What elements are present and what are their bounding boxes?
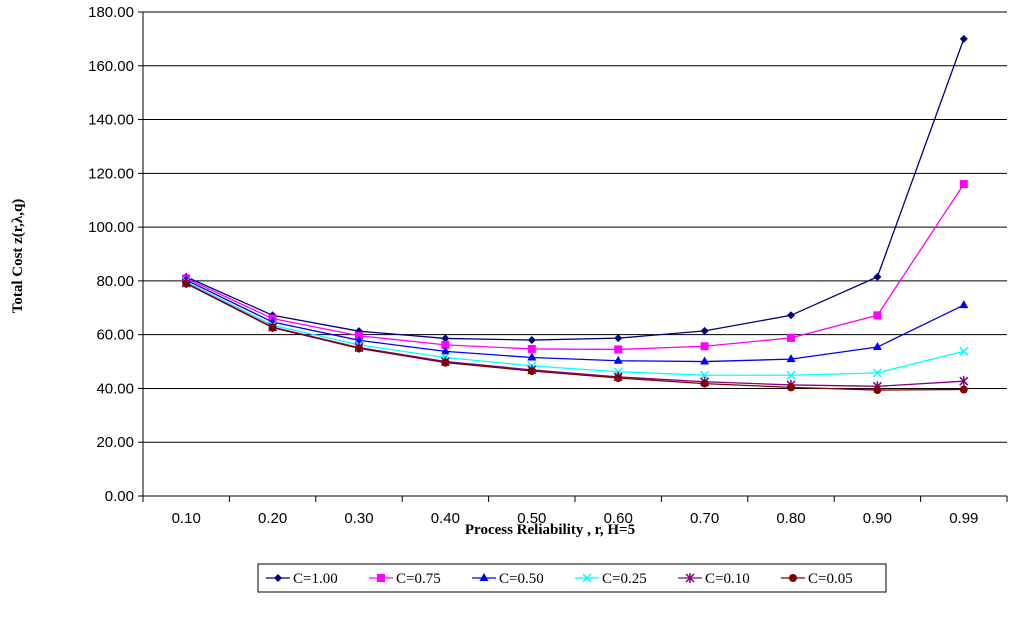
legend-item: C=0.50 (472, 571, 544, 587)
data-point (787, 383, 795, 392)
data-point (700, 370, 710, 380)
data-point (959, 34, 968, 43)
y-axis-title: Total Cost z(r,λ,q) (10, 199, 26, 314)
data-point (613, 355, 623, 364)
series-C=0.25 (181, 277, 969, 380)
series-line (185, 281, 964, 376)
data-point (527, 352, 537, 361)
y-tick-label: 40.00 (96, 380, 134, 397)
legend-marker (377, 574, 385, 582)
data-point (872, 368, 882, 378)
legend-item: C=0.10 (678, 571, 750, 587)
series-line (185, 38, 965, 341)
x-tick-label: 0.30 (344, 510, 373, 527)
data-point (527, 336, 536, 345)
data-point (959, 346, 969, 356)
data-point (872, 342, 882, 351)
data-point (959, 300, 969, 309)
series-C=0.05 (182, 279, 968, 395)
data-point (614, 373, 623, 382)
legend-label: C=0.50 (499, 571, 544, 587)
legend-marker (582, 573, 592, 583)
data-point (786, 370, 796, 380)
y-tick-label: 180.00 (88, 4, 134, 21)
legend-marker (479, 573, 489, 581)
legend-label: C=1.00 (293, 571, 338, 587)
data-point (441, 340, 450, 349)
data-point (959, 385, 968, 394)
y-tick-label: 160.00 (88, 58, 134, 75)
y-tick-label: 0.00 (105, 488, 134, 505)
y-tick-label: 80.00 (96, 273, 134, 290)
x-tick-label: 0.80 (776, 510, 805, 527)
data-point (787, 333, 795, 342)
legend-marker (685, 573, 695, 583)
y-tick-label: 60.00 (96, 327, 134, 344)
series-line (185, 282, 964, 391)
x-tick-label: 0.99 (949, 510, 978, 527)
axes (138, 11, 1008, 502)
legend-label: C=0.75 (396, 571, 441, 587)
data-point (700, 379, 709, 388)
y-tick-label: 120.00 (88, 165, 134, 182)
legend: C=1.00 C=0.75 C=0.50 C=0.25 C=0.10 C=0.05 (257, 563, 887, 593)
data-point (441, 334, 450, 343)
gridlines (143, 11, 1007, 443)
series-line (185, 282, 964, 387)
data-point (873, 311, 882, 320)
data-point (441, 358, 450, 367)
data-point (440, 346, 450, 355)
series-line (185, 279, 965, 363)
data-point (527, 344, 536, 353)
x-tick-label: 0.90 (863, 510, 892, 527)
data-point (873, 272, 882, 281)
series-lines (181, 34, 969, 395)
data-point (268, 323, 277, 332)
legend-marker (789, 574, 797, 582)
data-point (959, 376, 969, 387)
data-point (873, 386, 882, 395)
x-tick-label: 0.50 (517, 510, 546, 527)
data-point (787, 311, 795, 320)
x-tick-label: 0.60 (604, 510, 633, 527)
series-C=1.00 (182, 34, 968, 345)
legend-marker (274, 574, 282, 582)
x-tick-label: 0.20 (258, 510, 287, 527)
data-point (786, 354, 796, 363)
y-tick-label: 100.00 (88, 219, 134, 236)
data-point (959, 180, 968, 189)
data-point (700, 356, 710, 365)
legend-label: C=0.25 (602, 571, 647, 587)
legend-item: C=0.75 (369, 571, 441, 587)
data-point (355, 344, 363, 353)
data-point (527, 366, 536, 375)
legend-item: C=0.05 (781, 571, 853, 587)
legend-item: C=0.25 (575, 571, 647, 587)
data-point (614, 345, 623, 354)
x-tick-label: 0.40 (431, 510, 460, 527)
legend-label: C=0.05 (808, 571, 853, 587)
y-tick-labels: 0.00 20.00 40.00 60.00 80.00 100.00 120.00 140.… (88, 4, 134, 505)
y-tick-label: 140.00 (88, 112, 134, 129)
data-point (700, 326, 709, 335)
data-point (354, 335, 364, 344)
x-axis-title: Process Reliability , r, H=5 (465, 522, 635, 538)
y-tick-label: 20.00 (96, 434, 134, 451)
x-tick-label: 0.70 (690, 510, 719, 527)
legend-item: C=1.00 (266, 571, 338, 587)
x-tick-label: 0.10 (172, 510, 201, 527)
series-line (185, 183, 965, 351)
x-tick-labels: 0.10 0.20 0.30 0.40 0.50 0.60 0.70 0.80 0.90 0.99 (172, 510, 979, 527)
data-point (614, 334, 623, 343)
data-point (700, 342, 709, 351)
legend-label: C=0.10 (705, 571, 750, 587)
data-point (182, 279, 191, 288)
